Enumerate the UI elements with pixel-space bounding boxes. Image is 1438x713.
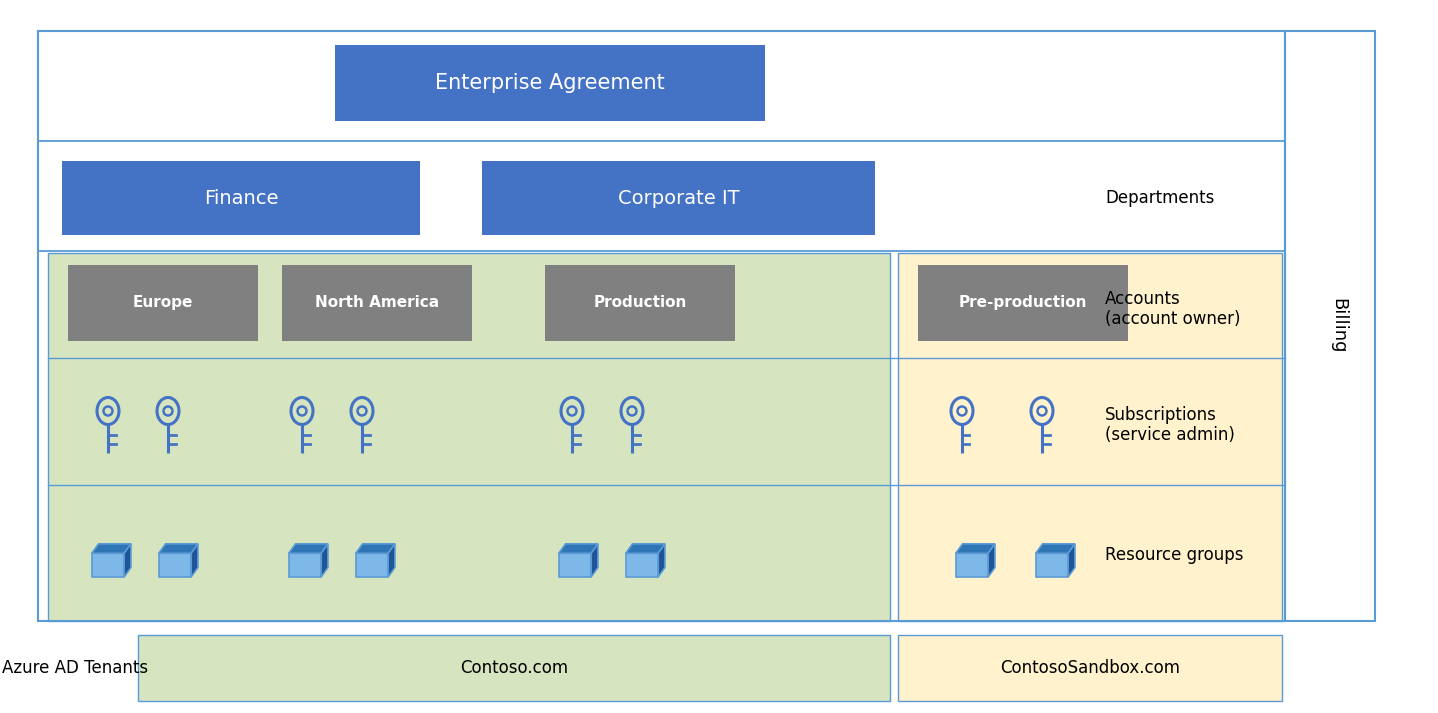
- Bar: [47, 253, 890, 621]
- Polygon shape: [158, 544, 198, 553]
- Text: Resource groups: Resource groups: [1104, 546, 1244, 564]
- Bar: [68, 265, 257, 341]
- Text: ContosoSandbox.com: ContosoSandbox.com: [999, 659, 1181, 677]
- Polygon shape: [626, 544, 664, 553]
- Polygon shape: [355, 544, 395, 553]
- Polygon shape: [1035, 544, 1076, 553]
- Bar: [138, 635, 890, 701]
- Bar: [482, 161, 874, 235]
- Text: Departments: Departments: [1104, 189, 1214, 207]
- Text: Billing: Billing: [1329, 298, 1347, 354]
- Polygon shape: [626, 553, 659, 577]
- Polygon shape: [321, 544, 328, 577]
- Text: Europe: Europe: [132, 295, 193, 310]
- Bar: [62, 161, 420, 235]
- Text: Contoso.com: Contoso.com: [460, 659, 568, 677]
- Polygon shape: [956, 544, 995, 553]
- Polygon shape: [158, 553, 191, 577]
- Polygon shape: [559, 553, 591, 577]
- Polygon shape: [124, 544, 131, 577]
- Polygon shape: [92, 544, 131, 553]
- Bar: [897, 635, 1283, 701]
- Polygon shape: [289, 544, 328, 553]
- Bar: [335, 45, 765, 121]
- Text: Subscriptions
(service admin): Subscriptions (service admin): [1104, 406, 1235, 444]
- Polygon shape: [92, 553, 124, 577]
- Bar: [545, 265, 735, 341]
- Bar: [917, 265, 1127, 341]
- Bar: [282, 265, 472, 341]
- Polygon shape: [956, 553, 988, 577]
- Bar: [897, 253, 1283, 621]
- Text: Pre-production: Pre-production: [959, 295, 1087, 310]
- Bar: [37, 31, 1286, 621]
- Text: Finance: Finance: [204, 188, 278, 207]
- Polygon shape: [591, 544, 598, 577]
- Text: Production: Production: [594, 295, 687, 310]
- Polygon shape: [191, 544, 198, 577]
- Polygon shape: [659, 544, 664, 577]
- Polygon shape: [1035, 553, 1068, 577]
- Text: Corporate IT: Corporate IT: [618, 188, 739, 207]
- Polygon shape: [1068, 544, 1076, 577]
- Text: Enterprise Agreement: Enterprise Agreement: [436, 73, 664, 93]
- Polygon shape: [355, 553, 388, 577]
- Text: Azure AD Tenants: Azure AD Tenants: [1, 659, 148, 677]
- Bar: [1286, 31, 1375, 621]
- Polygon shape: [988, 544, 995, 577]
- Polygon shape: [289, 553, 321, 577]
- Polygon shape: [388, 544, 395, 577]
- Polygon shape: [559, 544, 598, 553]
- Text: Accounts
(account owner): Accounts (account owner): [1104, 289, 1241, 329]
- Text: North America: North America: [315, 295, 439, 310]
